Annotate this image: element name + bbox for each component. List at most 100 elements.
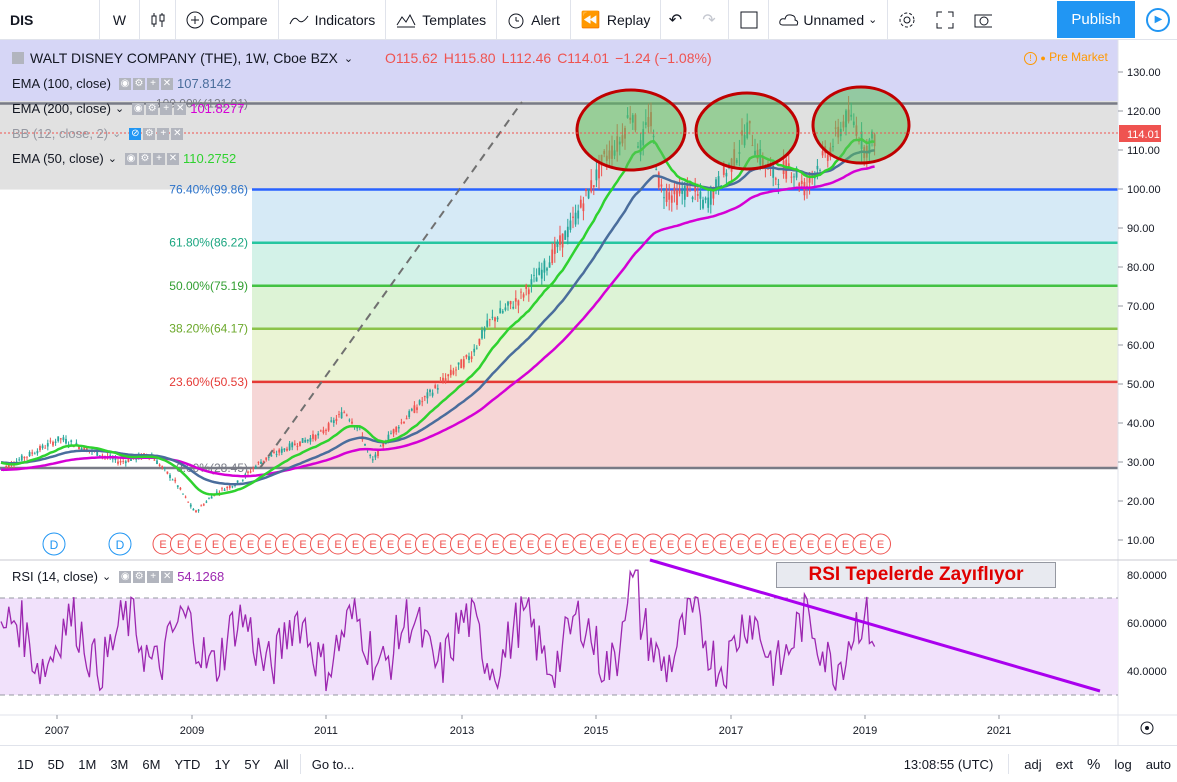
range-button[interactable]: 1M (78, 756, 97, 772)
goto-button[interactable]: Go to... (311, 756, 355, 772)
legend-ema-50[interactable]: EMA (50, close) ⌄ ◉ ⚙ + ✕ 110.2752 (12, 151, 236, 166)
symbol-title[interactable]: WALT DISNEY COMPANY (THE), 1W, Cboe BZX (30, 50, 338, 66)
gear-icon[interactable]: ⚙ (133, 77, 145, 90)
price-chart[interactable]: 100.00%(121.91)76.40%(99.86)61.80%(86.22… (0, 40, 1177, 745)
plus-icon[interactable]: + (152, 152, 165, 165)
ext-toggle[interactable]: ext (1055, 756, 1073, 772)
gear-icon[interactable]: ⚙ (133, 570, 146, 583)
earnings-marker[interactable] (870, 533, 891, 555)
candle-body (309, 437, 312, 442)
range-button[interactable]: 3M (110, 756, 129, 772)
candle-body (247, 471, 249, 473)
candle-body (7, 464, 10, 468)
legend-rsi[interactable]: RSI (14, close) ⌄ ◉ ⚙ + ✕ 54.1268 (12, 569, 224, 584)
interval-button[interactable]: W (100, 0, 140, 40)
candle-body (317, 433, 320, 436)
candle-body (439, 380, 442, 382)
chevron-down-icon: ⌄ (868, 14, 878, 26)
eye-icon[interactable]: ◉ (119, 570, 132, 583)
legend-controls[interactable]: ◉ ⚙ + ✕ (119, 570, 174, 583)
expand-icon (936, 11, 954, 28)
legend-ema-200[interactable]: EMA (200, close) ⌄ ◉ ⚙ + ✕ 101.8277 (12, 101, 244, 116)
legend-controls[interactable]: ◉ ⚙ + ✕ (124, 152, 179, 165)
hidden-eye-icon[interactable]: ⊘ (129, 127, 142, 140)
legend-controls[interactable]: ◉ ⚙ + ✕ (132, 102, 187, 115)
eye-icon[interactable]: ◉ (124, 152, 137, 165)
chevron-down-icon[interactable]: ⌄ (343, 52, 354, 65)
layout-menu[interactable]: Unnamed ⌄ (769, 0, 889, 40)
eye-icon[interactable]: ◉ (119, 77, 131, 90)
top-ellipse-1[interactable] (575, 88, 687, 172)
chevron-down-icon[interactable]: ⌄ (115, 103, 125, 115)
drag-handle-icon[interactable] (12, 52, 24, 64)
legend-ema-100[interactable]: EMA (100, close) ◉ ⚙ + ✕ 107.8142 (12, 76, 231, 91)
legend-bb[interactable]: BB (12, close, 2) ⌄ ⊘ ⚙ + ✕ (12, 126, 184, 141)
price-axis[interactable]: 130.00 120.00 110.00 100.00 90.00 80.00 70.00 6… (1118, 67, 1161, 547)
gear-icon[interactable]: ⚙ (138, 152, 151, 165)
candle-body (598, 160, 600, 179)
plus-icon[interactable]: + (160, 102, 173, 115)
settings-button[interactable] (888, 0, 926, 40)
alert-button[interactable]: Alert (497, 0, 571, 40)
chart-style-button[interactable] (140, 0, 176, 40)
earnings-marker-label: E (789, 539, 796, 551)
plus-icon[interactable]: + (147, 570, 160, 583)
rsi-axis[interactable]: 80.0000 60.0000 40.0000 (1127, 570, 1167, 678)
plus-icon[interactable]: + (147, 77, 159, 90)
plus-icon[interactable]: + (157, 127, 170, 140)
gear-icon[interactable]: ⚙ (146, 102, 159, 115)
snapshot-button[interactable] (964, 0, 1002, 40)
range-button[interactable]: 1Y (214, 756, 231, 772)
range-button[interactable]: 5Y (244, 756, 261, 772)
top-ellipse-2[interactable] (694, 91, 800, 171)
replay-button[interactable]: ⏪ Replay (571, 0, 662, 40)
legend-controls[interactable]: ⊘ ⚙ + ✕ (129, 127, 184, 140)
range-button[interactable]: All (274, 756, 289, 772)
indicators-button[interactable]: Indicators (279, 0, 387, 40)
close-icon[interactable]: ✕ (161, 77, 173, 90)
chevron-down-icon[interactable]: ⌄ (112, 128, 122, 140)
percent-toggle[interactable]: % (1086, 755, 1101, 773)
time-axis[interactable]: 2007 2009 2011 2013 2015 2017 2019 2021 (45, 715, 1011, 737)
candle-body (408, 411, 411, 417)
legend-controls[interactable]: ◉ ⚙ + ✕ (119, 77, 173, 90)
range-button[interactable]: 1D (17, 756, 34, 772)
undo-button[interactable]: ↶ (661, 0, 689, 40)
candle-body (538, 267, 541, 275)
rsi-trend-line[interactable] (649, 558, 1101, 693)
redo-button[interactable]: ↷ (689, 0, 730, 40)
clock[interactable]: 13:08:55 (UTC) (903, 756, 994, 772)
close-icon[interactable]: ✕ (174, 102, 187, 115)
compare-button[interactable]: Compare (176, 0, 279, 40)
templates-label: Templates (422, 11, 487, 28)
templates-button[interactable]: Templates (386, 0, 498, 40)
axis-settings-icon[interactable] (1140, 721, 1154, 735)
range-button[interactable]: 6M (142, 756, 161, 772)
range-button[interactable]: YTD (174, 756, 201, 772)
video-button[interactable]: ▶ (1138, 1, 1177, 38)
auto-toggle[interactable]: auto (1145, 756, 1171, 772)
eye-icon[interactable]: ◉ (132, 102, 145, 115)
candle-body (421, 401, 424, 403)
fullscreen-button[interactable] (926, 0, 964, 40)
candle-body (449, 369, 452, 376)
fullscreen-chart-button[interactable] (729, 0, 770, 40)
log-toggle[interactable]: log (1114, 756, 1132, 772)
symbol-search[interactable]: DIS (0, 0, 100, 40)
adj-toggle[interactable]: adj (1024, 756, 1042, 772)
dividend-marker[interactable] (42, 532, 66, 556)
gear-icon[interactable]: ⚙ (143, 127, 156, 140)
close-icon[interactable]: ✕ (171, 127, 184, 140)
chevron-down-icon[interactable]: ⌄ (101, 571, 112, 583)
rsi-annotation[interactable]: RSI Tepelerde Zayıflıyor (776, 562, 1056, 588)
close-icon[interactable]: ✕ (166, 152, 179, 165)
trend-line[interactable] (259, 101, 523, 469)
publish-button[interactable]: Publish (1057, 1, 1135, 38)
dividend-marker[interactable] (108, 532, 132, 556)
close-icon[interactable]: ✕ (161, 570, 174, 583)
premarket-badge[interactable]: ! ● Pre Market (1024, 50, 1108, 65)
top-ellipse-3[interactable] (811, 85, 911, 165)
chevron-down-icon[interactable]: ⌄ (107, 153, 117, 165)
range-button[interactable]: 5D (47, 756, 65, 772)
